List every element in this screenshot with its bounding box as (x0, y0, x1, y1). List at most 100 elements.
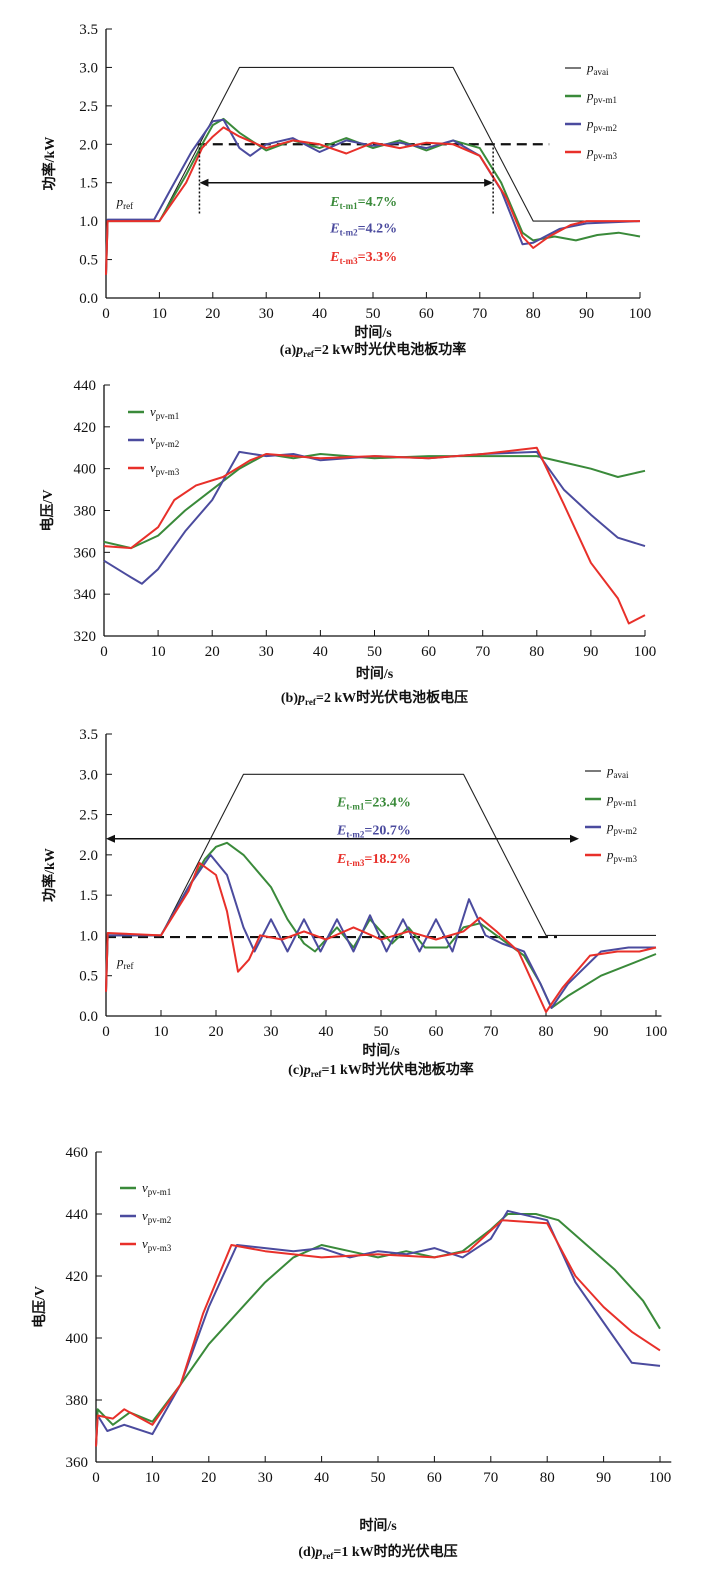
x-tick-label: 40 (314, 1470, 329, 1486)
x-tick-label: 0 (92, 1470, 100, 1486)
x-tick-label: 40 (313, 644, 328, 660)
legend-entry-m2: ppv-m2 (606, 819, 637, 836)
x-tick-label: 20 (205, 644, 220, 660)
y-tick-label: 2.5 (79, 99, 98, 115)
legend-entry-m3: ppv-m3 (586, 144, 617, 161)
legend-entry-m1: ppv-m1 (586, 88, 617, 105)
x-tick-label: 30 (264, 1024, 279, 1040)
x-tick-label: 10 (145, 1470, 160, 1486)
legend-symbol: v (142, 1236, 148, 1251)
x-tick-label: 10 (154, 1024, 169, 1040)
x-tick-label: 80 (526, 306, 541, 322)
error-annotation-m1: Et-m1=4.7% (329, 195, 397, 211)
x-tick-label: 50 (367, 644, 382, 660)
legend-symbol: p (586, 60, 594, 75)
x-tick-label: 50 (371, 1470, 386, 1486)
x-tick-label: 90 (594, 1024, 609, 1040)
x-tick-label: 100 (629, 306, 652, 322)
legend-entry-m1: vpv-m1 (142, 1180, 171, 1197)
series-line-m2 (103, 450, 646, 585)
series-line-m1 (105, 841, 657, 1009)
y-tick-label: 0.5 (79, 969, 98, 985)
legend-subscript: pv-m2 (148, 1215, 172, 1225)
x-axis-label: 时间/s (359, 1517, 397, 1534)
reference-label: pref (116, 194, 133, 211)
x-tick-label: 90 (579, 306, 594, 322)
legend-symbol: p (606, 791, 614, 806)
legend-symbol: v (150, 432, 156, 447)
legend-subscript: pv-m1 (148, 1187, 172, 1197)
legend-entry-m1: vpv-m1 (150, 404, 179, 421)
legend-symbol: p (586, 88, 594, 103)
arrow-head-left (106, 834, 115, 843)
x-tick-label: 0 (102, 306, 110, 322)
legend-entry-m1: ppv-m1 (606, 791, 637, 808)
y-axis-label: 电压/V (31, 1286, 48, 1328)
x-tick-label: 80 (529, 644, 544, 660)
arrow-head-right (484, 178, 494, 187)
reference-subscript: ref (124, 961, 134, 971)
x-tick-label: 90 (596, 1470, 611, 1486)
legend-subscript: pv-m3 (156, 467, 180, 477)
y-tick-label: 360 (66, 1455, 89, 1471)
x-tick-label: 30 (259, 306, 274, 322)
legend-symbol: p (586, 144, 594, 159)
y-tick-label: 3.5 (79, 727, 98, 743)
y-tick-label: 380 (74, 504, 97, 520)
y-tick-label: 420 (74, 420, 97, 436)
legend-entry-avai: pavai (606, 763, 629, 780)
legend-subscript: pv-m1 (614, 798, 638, 808)
x-tick-label: 30 (258, 1470, 273, 1486)
x-tick-label: 40 (312, 306, 327, 322)
x-tick-label: 10 (151, 644, 166, 660)
error-annotation-m1: Et-m1=23.4% (336, 796, 411, 812)
legend-symbol: v (142, 1208, 148, 1223)
y-tick-label: 3.5 (79, 22, 98, 38)
x-tick-label: 80 (540, 1470, 555, 1486)
x-tick-label: 0 (102, 1024, 110, 1040)
y-tick-label: 1.5 (79, 176, 98, 192)
x-tick-label: 0 (100, 644, 108, 660)
x-tick-label: 100 (649, 1470, 672, 1486)
chart-panel-b: 0 10 20 30 40 50 60 70 80 90 100 320 340 360 380 400 420… (39, 378, 656, 707)
y-axis-label: 电压/V (39, 490, 56, 532)
chart-caption: (c)pref=1 kW时光伏电池板功率 (288, 1061, 474, 1079)
x-tick-label: 50 (374, 1024, 389, 1040)
x-tick-label: 50 (366, 306, 381, 322)
series-line-m3 (103, 446, 646, 625)
legend-entry-m3: vpv-m3 (150, 460, 180, 477)
legend-subscript: pv-m3 (148, 1243, 172, 1253)
series-line-m3 (105, 126, 640, 275)
legend-subscript: pv-m3 (594, 151, 618, 161)
chart-panel-c: 0 10 20 30 40 50 60 70 80 90 100 0.0 0.5 1.0 1.5 2.0 2.5… (41, 727, 667, 1079)
x-tick-label: 20 (209, 1024, 224, 1040)
x-tick-label: 10 (152, 306, 167, 322)
y-tick-label: 360 (74, 545, 97, 561)
y-tick-label: 0.5 (79, 253, 98, 269)
series-line-m2 (105, 853, 656, 1009)
y-tick-label: 0.0 (79, 1009, 98, 1025)
error-annotation-m3: Et-m3=18.2% (336, 852, 411, 868)
chart-caption: (a)pref=2 kW时光伏电池板功率 (280, 341, 466, 359)
x-tick-label: 60 (421, 644, 436, 660)
arrow-head-left (199, 178, 209, 187)
legend-entry-m2: vpv-m2 (150, 432, 179, 449)
reference-label: pref (116, 954, 134, 971)
legend-symbol: p (606, 819, 614, 834)
reference-symbol: p (116, 954, 124, 969)
legend-subscript: avai (594, 67, 609, 77)
y-tick-label: 3.0 (79, 767, 98, 783)
x-tick-label: 60 (419, 306, 434, 322)
chart-panel-a: 0 10 20 30 40 50 60 70 80 90 100 0.0 0.5 1.0 1.5 2.0 2.5… (41, 22, 651, 359)
x-tick-label: 20 (201, 1470, 216, 1486)
y-tick-label: 460 (66, 1145, 89, 1161)
legend-entry-m3: ppv-m3 (606, 847, 637, 864)
y-tick-label: 440 (74, 378, 97, 394)
chart-caption: (b)pref=2 kW时光伏电池板电压 (281, 689, 468, 707)
legend-symbol: v (150, 460, 156, 475)
y-tick-label: 340 (74, 587, 97, 603)
series-line-m2 (95, 1209, 661, 1447)
legend-subscript: pv-m2 (156, 439, 180, 449)
x-tick-label: 20 (205, 306, 220, 322)
